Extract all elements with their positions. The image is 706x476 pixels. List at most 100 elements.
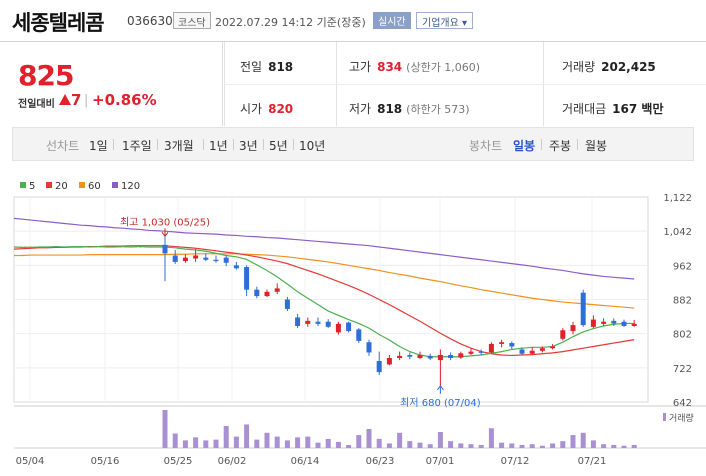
- volume-bar: [448, 441, 454, 448]
- candle-body: [529, 350, 535, 354]
- candle-body: [356, 329, 362, 341]
- ma20-line: [13, 245, 635, 357]
- stat-label: 거래대금: [562, 102, 607, 116]
- candle-body: [611, 320, 617, 324]
- candle-body: [274, 288, 280, 292]
- volume-bar: [203, 440, 209, 448]
- volume-bar: [580, 432, 586, 448]
- stat-value: 202,425: [601, 60, 656, 74]
- stat-open: 시가 820: [240, 100, 293, 117]
- chart-period-tabs: 선차트 1일 1주일 3개월 1년 3년 5년 10년 봉차트 일봉 주봉 월봉: [12, 127, 694, 161]
- y-tick-label: 722: [673, 364, 692, 375]
- x-tick-label: 05/25: [164, 456, 193, 467]
- company-info-dropdown[interactable]: 기업개요 ▾: [416, 12, 473, 29]
- ma5-line: [13, 245, 635, 358]
- stat-value: 818: [377, 102, 403, 116]
- stat-label: 고가: [349, 60, 372, 74]
- candle-body: [254, 289, 260, 297]
- candle-body: [621, 321, 627, 326]
- candle-chart-label: 봉차트: [469, 139, 503, 153]
- price-change-percent: +0.86%: [92, 91, 157, 109]
- y-tick-label: 882: [673, 296, 692, 307]
- volume-legend-swatch: [663, 413, 666, 421]
- candle-body: [172, 255, 178, 262]
- candle-body: [315, 321, 321, 324]
- volume-bar: [437, 432, 443, 448]
- volume-bar: [346, 444, 352, 448]
- volume-bar: [397, 432, 403, 448]
- volume-bar: [550, 443, 556, 448]
- volume-bar: [264, 432, 270, 448]
- volume-bar: [519, 444, 525, 448]
- stat-value: 820: [268, 102, 294, 116]
- volume-bar: [611, 444, 617, 448]
- candle-body: [162, 244, 168, 254]
- candle-body: [346, 322, 352, 332]
- volume-label: 거래량: [669, 412, 694, 424]
- x-tick-label: 06/14: [291, 456, 320, 467]
- legend-swatch: [112, 182, 118, 188]
- volume-bar: [244, 424, 250, 448]
- x-tick-label: 05/04: [16, 456, 45, 467]
- volume-bar: [590, 440, 596, 448]
- tab-weekly[interactable]: 주봉: [549, 139, 572, 153]
- x-tick-label: 07/01: [426, 456, 455, 467]
- volume-bar: [407, 441, 413, 448]
- volume-bar: [356, 435, 362, 448]
- volume-bar: [193, 437, 199, 448]
- candle-body: [509, 343, 515, 347]
- candle-body: [458, 353, 464, 358]
- candle-body: [213, 259, 219, 262]
- tab-1y[interactable]: 1년: [209, 139, 228, 153]
- volume-bar: [335, 441, 341, 448]
- volume-bar: [539, 445, 545, 448]
- legend-label: 20: [55, 181, 68, 192]
- candle-body: [570, 325, 576, 332]
- low-annotation: 최저 680 (07/04): [400, 397, 481, 409]
- y-tick-label: 642: [673, 398, 692, 409]
- volume-bar: [529, 444, 535, 448]
- tab-monthly[interactable]: 월봉: [585, 139, 608, 153]
- current-price: 825: [18, 59, 74, 92]
- x-tick-label: 07/12: [501, 456, 530, 467]
- volume-bar: [570, 435, 576, 448]
- legend-label: 60: [88, 181, 101, 192]
- candle-body: [427, 355, 433, 359]
- tab-5y[interactable]: 5년: [269, 139, 288, 153]
- candle-body: [366, 342, 372, 353]
- price-change: 7: [71, 91, 82, 109]
- volume-bar: [458, 443, 464, 448]
- volume-bar: [223, 425, 229, 448]
- stock-header: 세종텔레콤 036630 코스닥 2022.07.29 14:12 기준(장중)…: [0, 0, 706, 42]
- candle-body: [325, 321, 331, 327]
- volume-bar: [427, 444, 433, 448]
- candle-body: [407, 355, 413, 357]
- tab-daily[interactable]: 일봉: [513, 139, 536, 153]
- y-tick-label: 802: [673, 330, 692, 341]
- volume-bar: [366, 429, 372, 448]
- stock-candle-chart[interactable]: 5 20 60 120 1,122 1,042 962 882 802 722 642 05/04 05…: [0, 170, 706, 476]
- candle-body: [376, 361, 382, 373]
- candle-body: [284, 299, 290, 309]
- up-triangle-icon: [59, 94, 71, 105]
- quote-stats: 전일 818 고가 834 (상한가 1,060) 거래량 202,425 시가 820 …: [224, 42, 706, 126]
- tab-3m[interactable]: 3개월: [164, 139, 194, 153]
- tab-10y[interactable]: 10년: [299, 139, 326, 153]
- volume-bar: [315, 442, 321, 448]
- stat-value: 834: [377, 60, 403, 74]
- tab-1d[interactable]: 1일: [89, 139, 108, 153]
- volume-bar: [172, 433, 178, 448]
- price-summary: 825 전일대비 7 | +0.86%: [0, 42, 223, 126]
- y-tick-label: 1,122: [663, 193, 692, 204]
- high-annotation: 최고 1,030 (05/25): [120, 216, 210, 228]
- volume-bar: [274, 436, 280, 448]
- stat-prev-close: 전일 818: [240, 58, 293, 75]
- candle-body: [488, 343, 494, 353]
- volume-bar: [621, 445, 627, 448]
- candle-body: [478, 351, 484, 353]
- candle-body: [499, 342, 505, 344]
- candle-body: [417, 355, 423, 359]
- realtime-button[interactable]: 실시간: [373, 12, 411, 29]
- tab-1w[interactable]: 1주일: [122, 139, 152, 153]
- tab-3y[interactable]: 3년: [239, 139, 258, 153]
